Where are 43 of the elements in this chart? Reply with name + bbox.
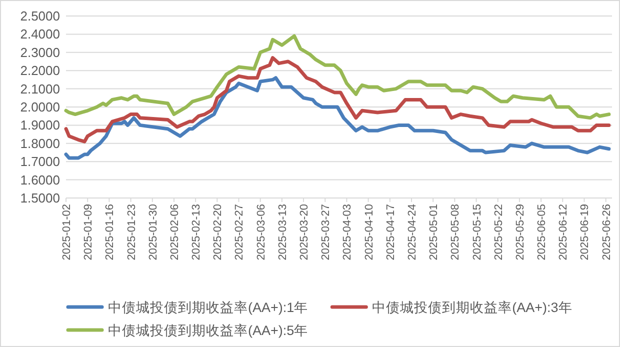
legend-label: 中债城投债到期收益率(AA+):5年 <box>108 323 308 338</box>
y-tick-label: 1.7000 <box>20 154 60 170</box>
x-tick-label: 2025-05-08 <box>450 204 462 260</box>
x-tick-label: 2025-06-12 <box>558 204 570 260</box>
x-tick-label: 2025-05-22 <box>492 204 505 260</box>
line-series <box>64 76 611 160</box>
x-tick-label: 2025-02-06 <box>168 204 181 260</box>
x-tick-label: 2025-01-02 <box>61 204 73 260</box>
x-tick-label: 2025-01-09 <box>82 204 95 260</box>
line-series <box>64 34 611 120</box>
x-tick-label: 2025-01-23 <box>126 204 138 260</box>
y-tick-label: 2.1000 <box>20 81 60 96</box>
x-tick-label: 2025-02-13 <box>190 204 203 260</box>
x-tick-label: 2025-05-29 <box>514 204 526 260</box>
x-tick-label: 2025-04-10 <box>363 204 376 260</box>
y-tick-label: 2.5000 <box>20 8 60 24</box>
x-tick-label: 2025-06-19 <box>579 204 592 260</box>
x-tick-label: 2025-01-30 <box>147 204 160 260</box>
legend-label: 中债城投债到期收益率(AA+):3年 <box>372 300 572 315</box>
x-tick-label: 2025-06-05 <box>536 204 548 260</box>
x-tick-label: 2025-03-27 <box>320 204 332 260</box>
x-tick-label: 2025-01-16 <box>104 204 116 260</box>
x-tick-label: 2025-03-06 <box>255 204 268 260</box>
x-tick-label: 2025-03-13 <box>276 204 289 260</box>
x-tick-label: 2025-05-15 <box>471 204 484 260</box>
y-tick-label: 1.8000 <box>20 136 60 151</box>
x-tick-label: 2025-02-20 <box>212 204 224 260</box>
y-tick-label: 1.5000 <box>20 190 60 206</box>
x-tick-label: 2025-03-20 <box>298 204 311 260</box>
x-tick-label: 2025-02-27 <box>234 204 246 260</box>
y-tick-label: 1.6000 <box>20 172 60 188</box>
x-tick-label: 2025-04-17 <box>384 204 397 260</box>
y-tick-label: 2.4000 <box>20 26 60 42</box>
x-tick-label: 2025-04-03 <box>342 204 354 260</box>
legend-label: 中债城投债到期收益率(AA+):1年 <box>108 300 308 315</box>
x-tick-label: 2025-04-24 <box>406 204 418 260</box>
line-series <box>64 56 611 144</box>
x-tick-label: 2025-05-01 <box>428 204 440 260</box>
y-tick-label: 2.3000 <box>20 44 60 60</box>
y-tick-label: 2.2000 <box>20 63 60 78</box>
y-tick-label: 1.9000 <box>20 118 60 133</box>
y-tick-label: 2.0000 <box>20 100 60 114</box>
x-tick-label: 2025-06-26 <box>600 204 613 260</box>
